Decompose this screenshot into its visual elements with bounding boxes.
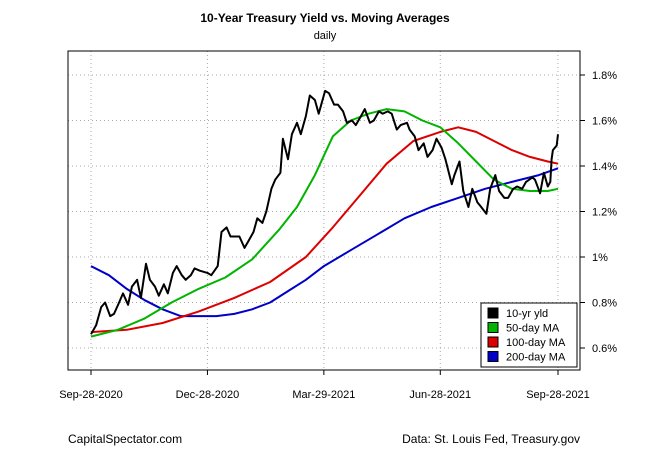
y-axis: 0.6% 0.8% 1% 1.2% 1.4% 1.6% 1.8%: [580, 70, 617, 355]
y-tick-label: 0.8%: [592, 298, 617, 310]
grid: [68, 51, 580, 370]
y-tick-label: 1.2%: [592, 207, 617, 219]
legend-swatch-50-day-ma: [487, 322, 499, 333]
x-axis: Sep-28-2020 Dec-28-2020 Mar-29-2021 Jun-28-…: [59, 370, 590, 401]
y-tick-label: 1%: [592, 252, 608, 264]
footer-data-credit: Data: St. Louis Fed, Treasury.gov: [402, 432, 580, 446]
legend-label-10-yr-yld: 10-yr yld: [506, 308, 548, 320]
series-lines: [90, 89, 559, 338]
legend-swatch-200-day-ma: [487, 351, 499, 362]
chart-subtitle: daily: [314, 30, 337, 42]
x-tick-label: Mar-29-2021: [292, 389, 355, 401]
series-line-200-day-ma: [90, 167, 559, 318]
legend-label-100-day-ma: 100-day MA: [506, 337, 566, 349]
y-tick-label: 1.8%: [592, 70, 617, 82]
series-line-100-day-ma: [90, 126, 559, 334]
legend-swatch-100-day-ma: [487, 336, 499, 348]
x-tick-label: Sep-28-2021: [526, 389, 590, 401]
series-line-10-yr-yld: [90, 89, 559, 335]
legend-label-200-day-ma: 200-day MA: [506, 352, 566, 364]
legend: 10-yr yld 50-day MA 100-day MA 200-day MA: [480, 302, 578, 368]
y-tick-label: 0.6%: [592, 343, 617, 355]
y-tick-label: 1.4%: [592, 161, 617, 173]
y-tick-label: 1.6%: [592, 116, 617, 128]
chart-title: 10-Year Treasury Yield vs. Moving Averag…: [200, 11, 450, 25]
legend-label-50-day-ma: 50-day MA: [506, 323, 560, 335]
x-tick-label: Jun-28-2021: [409, 389, 471, 401]
x-tick-label: Sep-28-2020: [59, 389, 123, 401]
legend-swatch-10-yr-yld: [487, 307, 499, 319]
footer-source-site: CapitalSpectator.com: [68, 432, 182, 446]
x-tick-label: Dec-28-2020: [176, 389, 240, 401]
